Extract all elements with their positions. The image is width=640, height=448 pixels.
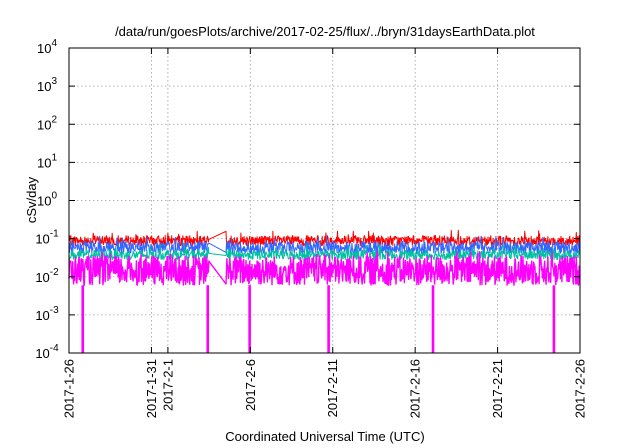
y-tick-exponent: -1 bbox=[50, 229, 59, 240]
x-tick-label: 2017-2-16 bbox=[408, 359, 423, 418]
y-tick-exponent: 0 bbox=[51, 191, 57, 202]
y-tick-label: 104 bbox=[37, 38, 57, 56]
y-tick-base: 10 bbox=[35, 346, 49, 361]
x-tick-label: 2017-2-11 bbox=[325, 359, 340, 417]
y-tick-label: 10-2 bbox=[35, 267, 59, 285]
y-tick-base: 10 bbox=[37, 117, 51, 132]
y-tick-exponent: 1 bbox=[51, 152, 57, 163]
y-tick-base: 10 bbox=[35, 270, 49, 285]
y-tick-label: 101 bbox=[37, 152, 57, 170]
x-tick-label: 2017-2-21 bbox=[490, 359, 505, 418]
y-tick-label: 103 bbox=[37, 76, 57, 94]
y-tick-label: 100 bbox=[37, 191, 57, 209]
y-tick-exponent: 4 bbox=[51, 38, 57, 49]
y-tick-base: 10 bbox=[37, 41, 51, 56]
y-tick-base: 10 bbox=[35, 232, 49, 247]
x-tick-label: 2017-2-6 bbox=[243, 359, 258, 411]
y-tick-exponent: -2 bbox=[50, 267, 59, 278]
y-tick-exponent: -3 bbox=[50, 305, 59, 316]
y-tick-label: 10-1 bbox=[35, 229, 59, 247]
y-tick-label: 10-4 bbox=[35, 343, 59, 361]
y-tick-base: 10 bbox=[37, 155, 51, 170]
y-tick-exponent: -4 bbox=[50, 343, 59, 354]
y-tick-label: 10-3 bbox=[35, 305, 59, 323]
data-series-line bbox=[68, 250, 581, 286]
y-tick-exponent: 3 bbox=[51, 76, 57, 87]
chart-title: /data/run/goesPlots/archive/2017-02-25/f… bbox=[115, 24, 535, 39]
x-tick-label: 2017-2-26 bbox=[573, 359, 588, 418]
x-tick-label: 2017-1-31 bbox=[144, 359, 159, 418]
y-axis-label: cSv/day bbox=[24, 176, 39, 223]
y-tick-exponent: 2 bbox=[51, 114, 57, 125]
y-tick-base: 10 bbox=[37, 79, 51, 94]
x-axis-label: Coordinated Universal Time (UTC) bbox=[225, 429, 424, 444]
y-tick-base: 10 bbox=[37, 194, 51, 209]
data-series-line bbox=[68, 243, 581, 261]
grid bbox=[69, 48, 580, 353]
data-series-line bbox=[68, 235, 581, 255]
y-tick-base: 10 bbox=[35, 308, 49, 323]
y-tick-label: 102 bbox=[37, 114, 57, 132]
plot-series bbox=[68, 229, 581, 353]
x-tick-label: 2017-2-1 bbox=[160, 359, 175, 411]
x-tick-label: 2017-1-26 bbox=[62, 359, 77, 418]
axis-ticks: 10-410-310-210-11001011021031042017-1-26… bbox=[35, 38, 587, 418]
